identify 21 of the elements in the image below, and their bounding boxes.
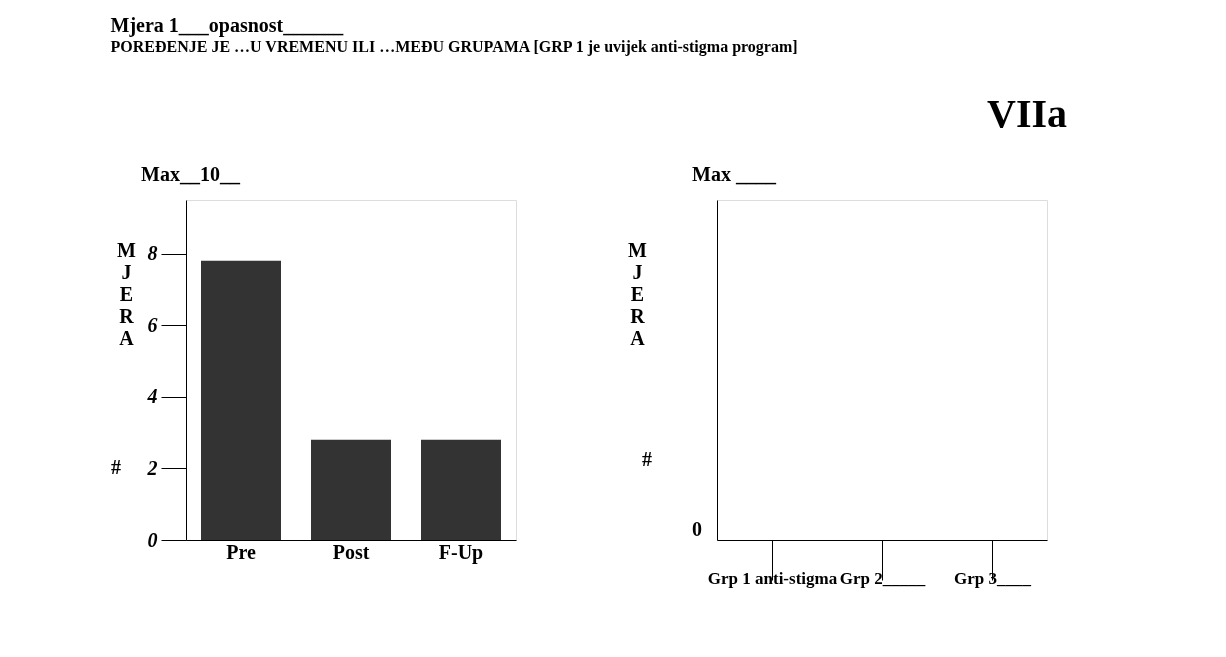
y-tick-label: 2 — [146, 456, 158, 479]
chart-title: Mjera 1___opasnost______ — [110, 13, 345, 37]
y-tick-label: 6 — [147, 313, 158, 336]
category-label: Grp 2_____ — [839, 568, 926, 588]
text: Max__10__ — [141, 163, 241, 185]
y-tick-label: 4 — [146, 385, 158, 408]
text: # — [111, 456, 121, 479]
text: 0 — [692, 518, 702, 540]
text: # — [642, 448, 652, 470]
text: MJERA — [628, 238, 648, 349]
text: VIIa — [987, 91, 1068, 136]
x-tick-label: F-Up — [438, 540, 484, 564]
y-tick-label: 8 — [147, 242, 158, 265]
chart-subtitle: POREĐENJE JE …U VREMENU ILI …MEĐU GRUPAMA [GRP 1 je uvijek anti-stigma program] — [110, 37, 798, 56]
category-label: Grp 3____ — [954, 568, 1032, 588]
y-axis-title: MJERA — [117, 238, 137, 349]
category-label: Grp 1 anti-stigma — [707, 568, 838, 588]
text: Max ____ — [692, 163, 777, 185]
y-tick-label: 0 — [147, 528, 158, 551]
x-tick-label: Post — [332, 540, 370, 563]
x-tick-label: Pre — [226, 540, 256, 563]
